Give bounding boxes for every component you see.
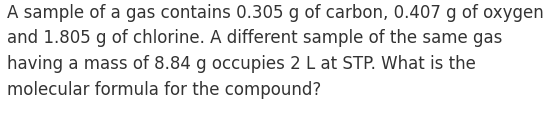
Text: A sample of a gas contains 0.305 g of carbon, 0.407 g of oxygen
and 1.805 g of c: A sample of a gas contains 0.305 g of ca… bbox=[7, 4, 544, 99]
